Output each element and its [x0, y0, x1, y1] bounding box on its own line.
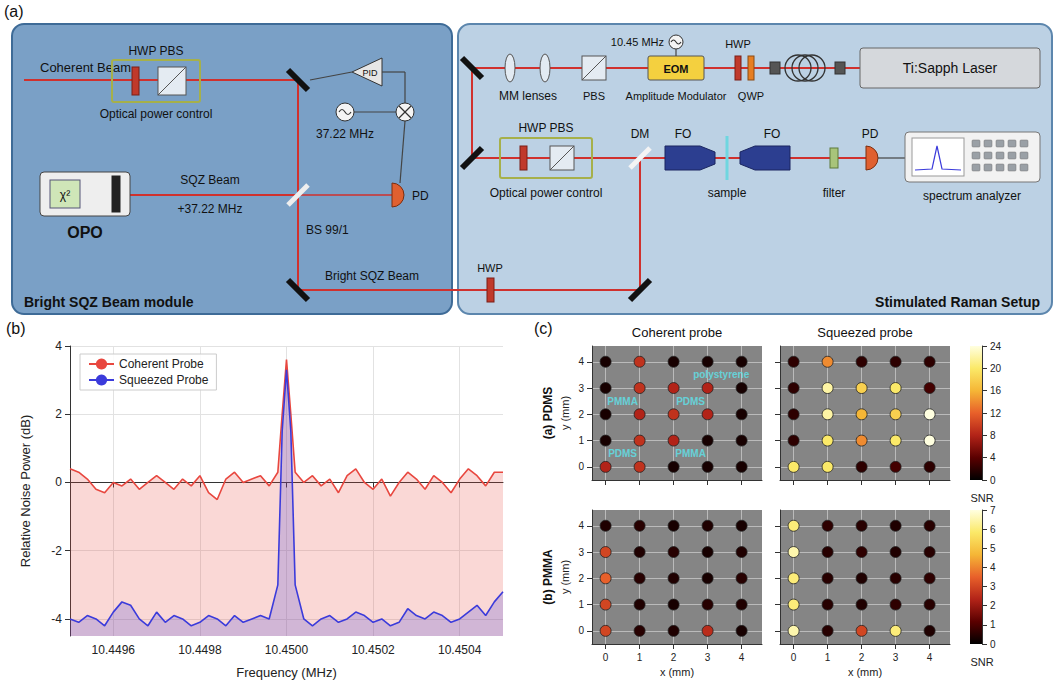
svg-text:4: 4: [578, 520, 584, 531]
svg-text:1: 1: [990, 619, 996, 630]
svg-text:PBS: PBS: [583, 90, 605, 102]
svg-text:3: 3: [893, 652, 899, 663]
svg-text:y (mm): y (mm): [559, 560, 571, 594]
svg-text:polystyrene: polystyrene: [693, 369, 750, 380]
svg-text:3: 3: [578, 383, 584, 394]
svg-text:Coherent probe: Coherent probe: [632, 325, 722, 340]
svg-text:3: 3: [990, 581, 996, 592]
svg-text:4: 4: [55, 339, 62, 353]
svg-text:0: 0: [990, 475, 996, 486]
svg-text:PDMS: PDMS: [676, 396, 705, 407]
svg-text:x (mm): x (mm): [848, 666, 882, 678]
svg-text:SQZ Beam: SQZ Beam: [180, 173, 239, 187]
svg-text:0: 0: [578, 461, 584, 472]
svg-text:24: 24: [990, 341, 1002, 352]
svg-text:BS 99/1: BS 99/1: [306, 223, 349, 237]
svg-text:y (mm): y (mm): [559, 396, 571, 430]
svg-text:+37.22 MHz: +37.22 MHz: [177, 202, 242, 216]
svg-text:0: 0: [603, 652, 609, 663]
svg-text:spectrum analyzer: spectrum analyzer: [923, 189, 1021, 203]
svg-text:2: 2: [671, 652, 677, 663]
svg-text:1: 1: [825, 652, 831, 663]
svg-text:-4: -4: [51, 612, 62, 626]
svg-text:4: 4: [927, 652, 933, 663]
svg-text:PMMA: PMMA: [607, 396, 638, 407]
svg-text:DM: DM: [631, 127, 650, 141]
svg-text:sample: sample: [708, 186, 747, 200]
svg-text:Bright SQZ Beam: Bright SQZ Beam: [325, 269, 419, 283]
svg-text:Stimulated Raman Setup: Stimulated Raman Setup: [875, 294, 1040, 310]
svg-text:2: 2: [990, 600, 996, 611]
svg-text:Relative Noise Power (dB): Relative Noise Power (dB): [18, 415, 33, 567]
svg-text:2: 2: [578, 573, 584, 584]
svg-text:PD: PD: [412, 189, 429, 203]
svg-text:1: 1: [637, 652, 643, 663]
svg-text:0: 0: [990, 639, 996, 650]
svg-text:Amplitude Modulator: Amplitude Modulator: [626, 90, 727, 102]
svg-text:HWP: HWP: [477, 262, 503, 274]
svg-text:PDMS: PDMS: [608, 448, 637, 459]
svg-text:37.22 MHz: 37.22 MHz: [316, 127, 374, 141]
svg-text:Coherent Beam: Coherent Beam: [40, 60, 131, 75]
svg-text:MM lenses: MM lenses: [499, 89, 557, 103]
svg-text:3: 3: [705, 652, 711, 663]
svg-text:8: 8: [990, 430, 996, 441]
svg-text:1: 1: [578, 599, 584, 610]
svg-text:5: 5: [990, 543, 996, 554]
svg-text:FO: FO: [764, 127, 781, 141]
svg-text:10.4502: 10.4502: [351, 643, 395, 657]
svg-text:0: 0: [55, 475, 62, 489]
svg-text:PD: PD: [862, 127, 879, 141]
svg-text:4: 4: [990, 562, 996, 573]
svg-text:0: 0: [791, 652, 797, 663]
svg-text:4: 4: [578, 356, 584, 367]
svg-text:20: 20: [990, 363, 1002, 374]
svg-text:FO: FO: [675, 127, 692, 141]
svg-text:2: 2: [859, 652, 865, 663]
svg-text:0: 0: [578, 625, 584, 636]
svg-text:(c): (c): [534, 320, 553, 337]
svg-text:Squeezed probe: Squeezed probe: [817, 325, 912, 340]
svg-text:HWP PBS: HWP PBS: [518, 121, 573, 135]
svg-text:2: 2: [55, 407, 62, 421]
svg-text:Squeezed Probe: Squeezed Probe: [119, 373, 209, 387]
svg-text:4: 4: [990, 452, 996, 463]
svg-text:16: 16: [990, 385, 1002, 396]
svg-text:2: 2: [578, 409, 584, 420]
svg-text:x (mm): x (mm): [660, 666, 694, 678]
svg-text:SNR: SNR: [970, 492, 993, 504]
svg-text:Ti:Sapph Laser: Ti:Sapph Laser: [903, 60, 998, 76]
svg-text:(a) PDMS: (a) PDMS: [541, 387, 555, 440]
svg-text:OPO: OPO: [67, 224, 103, 241]
svg-text:(a): (a): [4, 3, 24, 20]
svg-text:10.4496: 10.4496: [92, 643, 136, 657]
svg-text:(b): (b): [6, 320, 26, 337]
svg-text:4: 4: [739, 652, 745, 663]
svg-text:EOM: EOM: [663, 63, 688, 75]
svg-text:SNR: SNR: [970, 656, 993, 668]
svg-text:Coherent Probe: Coherent Probe: [119, 357, 204, 371]
svg-text:12: 12: [990, 408, 1002, 419]
svg-text:filter: filter: [823, 186, 846, 200]
svg-text:1: 1: [578, 435, 584, 446]
svg-text:10.45 MHz: 10.45 MHz: [611, 36, 664, 48]
svg-text:HWP PBS: HWP PBS: [128, 44, 183, 58]
svg-text:Bright SQZ Beam module: Bright SQZ Beam module: [24, 294, 194, 310]
svg-text:HWP: HWP: [725, 38, 751, 50]
svg-text:-2: -2: [51, 544, 62, 558]
svg-text:3: 3: [578, 547, 584, 558]
svg-text:7: 7: [990, 505, 996, 516]
svg-text:Optical power control: Optical power control: [490, 186, 603, 200]
svg-text:6: 6: [990, 524, 996, 535]
svg-text:Frequency (MHz): Frequency (MHz): [236, 665, 336, 680]
svg-text:(b) PMMA: (b) PMMA: [541, 549, 555, 605]
svg-text:10.4500: 10.4500: [265, 643, 309, 657]
svg-text:PID: PID: [362, 68, 378, 78]
svg-text:10.4498: 10.4498: [178, 643, 222, 657]
svg-text:QWP: QWP: [738, 90, 764, 102]
svg-text:PMMA: PMMA: [675, 448, 706, 459]
svg-text:10.4504: 10.4504: [438, 643, 482, 657]
svg-text:χ²: χ²: [60, 188, 70, 202]
svg-text:Optical power control: Optical power control: [100, 107, 213, 121]
